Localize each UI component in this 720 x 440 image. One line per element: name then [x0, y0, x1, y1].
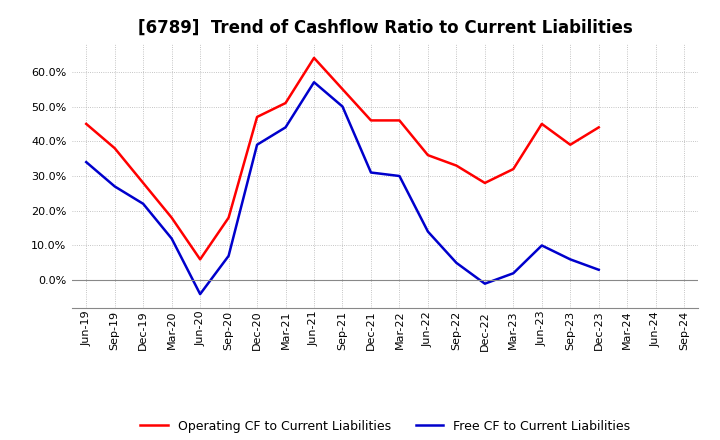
Operating CF to Current Liabilities: [310, 55, 318, 61]
Free CF to Current Liabilities: [509, 271, 518, 276]
Line: Free CF to Current Liabilities: Free CF to Current Liabilities: [86, 82, 599, 294]
Free CF to Current Liabilities: [310, 80, 318, 85]
Operating CF to Current Liabilities: [423, 153, 432, 158]
Free CF to Current Liabilities: [110, 184, 119, 189]
Operating CF to Current Liabilities: [595, 125, 603, 130]
Title: [6789]  Trend of Cashflow Ratio to Current Liabilities: [6789] Trend of Cashflow Ratio to Curren…: [138, 19, 633, 37]
Operating CF to Current Liabilities: [225, 215, 233, 220]
Free CF to Current Liabilities: [452, 260, 461, 265]
Line: Operating CF to Current Liabilities: Operating CF to Current Liabilities: [86, 58, 599, 259]
Free CF to Current Liabilities: [253, 142, 261, 147]
Operating CF to Current Liabilities: [338, 87, 347, 92]
Free CF to Current Liabilities: [366, 170, 375, 175]
Free CF to Current Liabilities: [338, 104, 347, 109]
Operating CF to Current Liabilities: [395, 118, 404, 123]
Free CF to Current Liabilities: [167, 236, 176, 241]
Operating CF to Current Liabilities: [139, 180, 148, 186]
Operating CF to Current Liabilities: [82, 121, 91, 127]
Operating CF to Current Liabilities: [566, 142, 575, 147]
Operating CF to Current Liabilities: [110, 146, 119, 151]
Free CF to Current Liabilities: [537, 243, 546, 248]
Free CF to Current Liabilities: [82, 159, 91, 165]
Operating CF to Current Liabilities: [282, 100, 290, 106]
Free CF to Current Liabilities: [395, 173, 404, 179]
Operating CF to Current Liabilities: [452, 163, 461, 168]
Operating CF to Current Liabilities: [537, 121, 546, 127]
Free CF to Current Liabilities: [139, 201, 148, 206]
Free CF to Current Liabilities: [225, 253, 233, 259]
Operating CF to Current Liabilities: [366, 118, 375, 123]
Free CF to Current Liabilities: [480, 281, 489, 286]
Free CF to Current Liabilities: [566, 257, 575, 262]
Operating CF to Current Liabilities: [196, 257, 204, 262]
Free CF to Current Liabilities: [282, 125, 290, 130]
Legend: Operating CF to Current Liabilities, Free CF to Current Liabilities: Operating CF to Current Liabilities, Fre…: [135, 414, 635, 437]
Operating CF to Current Liabilities: [253, 114, 261, 120]
Operating CF to Current Liabilities: [480, 180, 489, 186]
Free CF to Current Liabilities: [196, 291, 204, 297]
Operating CF to Current Liabilities: [167, 215, 176, 220]
Free CF to Current Liabilities: [595, 267, 603, 272]
Free CF to Current Liabilities: [423, 229, 432, 234]
Operating CF to Current Liabilities: [509, 166, 518, 172]
